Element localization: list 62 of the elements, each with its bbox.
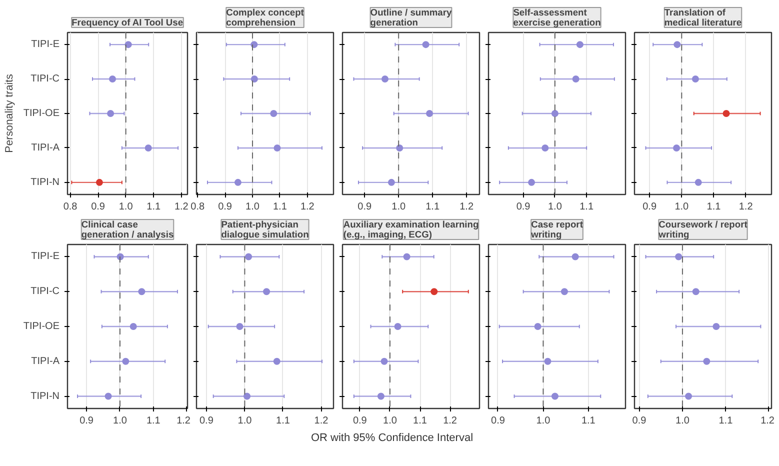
x-tick-label: 1.0 [674, 202, 690, 212]
x-tick-label: 0.9 [80, 416, 94, 426]
y-tick-label: TIPI-C [30, 74, 60, 85]
x-tick-label: 1.1 [146, 416, 161, 426]
x-tick-label: 1.2 [460, 202, 474, 212]
x-tick-label: 0.8 [190, 202, 205, 212]
chart-title: Self-assessment exercise generation [513, 8, 602, 28]
x-tick-label: 1.0 [676, 416, 690, 426]
x-tick-label: 0.9 [358, 202, 372, 212]
x-tick-label: 1.0 [383, 416, 398, 426]
chart-title: Case report writing [530, 220, 583, 240]
x-tick-label: 1.1 [581, 416, 596, 426]
chart-title: Outline / summary generation [370, 8, 453, 28]
x-tick-label: 0.9 [516, 202, 531, 212]
x-tick-label: 1.1 [273, 202, 288, 212]
x-tick-label: 1.0 [548, 202, 562, 212]
x-tick-label: 1.0 [392, 202, 406, 212]
chart-title: Complex concept comprehension [226, 8, 304, 28]
x-tick-label: 1.2 [760, 416, 775, 426]
x-tick-label: 1.1 [146, 202, 161, 212]
x-tick-label: 1.2 [314, 416, 329, 426]
x-axis-title: OR with 95% Confidence Interval [310, 431, 474, 446]
x-tick-label: 1.1 [580, 202, 594, 212]
chart-title: Clinical case generation / analysis [81, 220, 174, 240]
y-tick-label: TIPI-OE [23, 108, 60, 119]
y-tick-label: TIPI-C [30, 286, 60, 298]
y-tick-label: TIPI-N [30, 390, 60, 402]
y-tick-label: TIPI-N [30, 176, 60, 188]
x-tick-label: 1.1 [426, 202, 440, 212]
x-tick-label: 0.9 [218, 202, 232, 212]
y-axis-title: Personality traits [3, 74, 16, 153]
y-tick-label: TIPI-E [31, 251, 60, 262]
x-tick-label: 1.0 [246, 202, 260, 212]
y-tick-label: TIPI-OE [23, 321, 60, 332]
chart-title: Auxiliary examination learning (e.g., imaging, ECG) [343, 220, 479, 240]
y-tick-label: TIPI-A [31, 142, 60, 154]
x-tick-label: 1.2 [738, 202, 754, 212]
x-tick-label: 1.2 [443, 416, 458, 426]
x-tick-label: 1.0 [536, 416, 551, 426]
x-tick-label: 1.2 [176, 416, 191, 426]
x-tick-label: 0.9 [91, 202, 106, 212]
x-tick-label: 0.9 [200, 416, 214, 426]
y-tick-label: TIPI-E [31, 39, 60, 50]
x-tick-label: 1.0 [113, 416, 128, 426]
x-tick-label: 1.1 [706, 202, 722, 212]
x-tick-label: 0.9 [632, 416, 647, 426]
chart-title: Patient-physician dialogue simulation [221, 220, 310, 240]
x-tick-label: 1.1 [718, 416, 734, 426]
x-tick-label: 0.9 [491, 416, 506, 426]
x-tick-label: 0.8 [63, 202, 78, 212]
chart-title: Translation of medical literature [664, 8, 742, 28]
x-tick-label: 1.0 [238, 416, 252, 426]
y-tick-label: TIPI-A [31, 356, 60, 367]
chart-title: Coursework / report writing [658, 220, 748, 240]
x-tick-label: 0.9 [642, 202, 657, 212]
x-tick-label: 1.2 [174, 202, 189, 212]
x-tick-label: 1.1 [276, 416, 290, 426]
chart-title: Frequency of AI Tool Use [72, 18, 184, 28]
x-tick-label: 0.9 [352, 416, 368, 426]
x-tick-label: 1.2 [300, 202, 315, 212]
x-tick-label: 1.0 [118, 202, 134, 212]
x-tick-label: 1.1 [413, 416, 428, 426]
